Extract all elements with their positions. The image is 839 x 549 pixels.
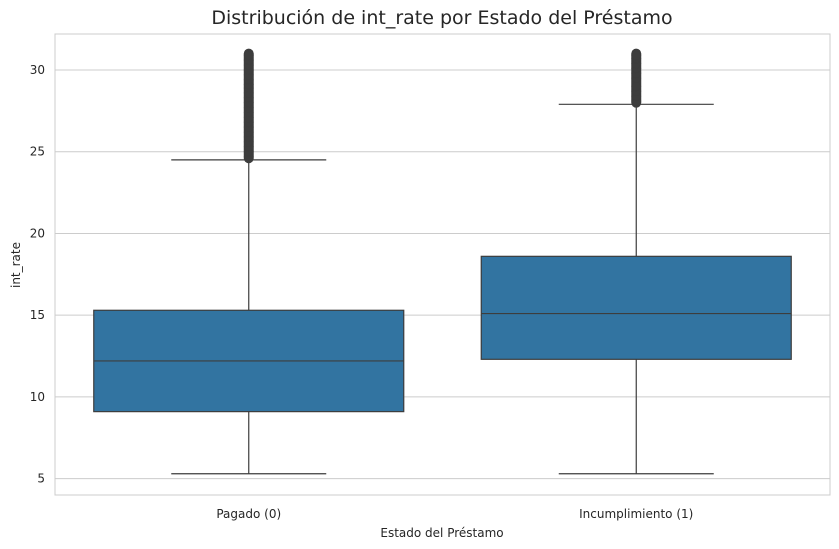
outlier-point bbox=[631, 50, 642, 61]
x-tick-labels: Pagado (0) Incumplimiento (1) bbox=[216, 507, 693, 521]
chart-title: Distribución de int_rate por Estado del … bbox=[211, 7, 672, 29]
box-group-1 bbox=[480, 48, 792, 475]
plot-frame bbox=[54, 33, 831, 496]
x-tick-label-1: Incumplimiento (1) bbox=[579, 507, 693, 521]
x-axis-label: Estado del Préstamo bbox=[380, 526, 503, 540]
y-tick-label-30: 30 bbox=[30, 63, 45, 77]
boxes bbox=[93, 48, 792, 475]
y-tick-label-15: 15 bbox=[30, 308, 45, 322]
y-axis-label: int_rate bbox=[9, 242, 23, 288]
x-tick-label-0: Pagado (0) bbox=[216, 507, 281, 521]
y-tick-labels: 5 10 15 20 25 30 bbox=[30, 63, 45, 486]
iqr-box bbox=[480, 255, 792, 360]
outlier-point bbox=[243, 50, 254, 61]
outlier-point bbox=[631, 81, 642, 92]
box-group-0 bbox=[93, 48, 405, 475]
y-tick-label-25: 25 bbox=[30, 145, 45, 159]
y-tick-label-10: 10 bbox=[30, 390, 45, 404]
y-tick-label-20: 20 bbox=[30, 226, 45, 240]
y-tick-label-5: 5 bbox=[37, 472, 45, 486]
